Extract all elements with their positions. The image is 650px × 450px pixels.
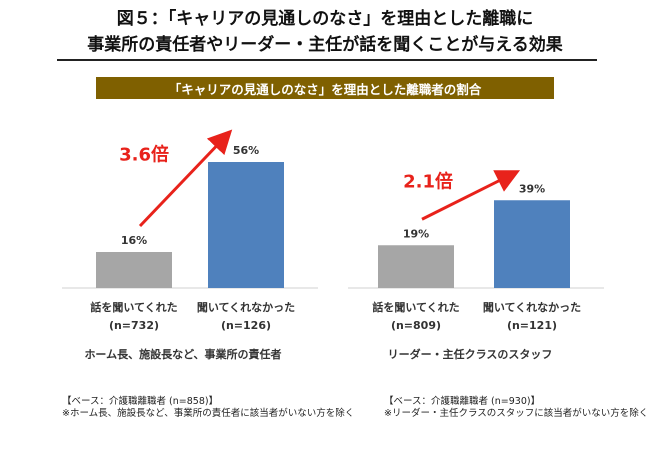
category-label: 話を聞いてくれた <box>90 300 177 314</box>
note-exclusion-1: ※ホーム長、施設長など、事業所の責任者に該当者がいない方を除く <box>62 408 355 419</box>
bar <box>378 245 454 288</box>
figure-title-line2: 事業所の責任者やリーダー・主任が話を聞くことが与える効果 <box>87 35 563 55</box>
sample-size-label: (n=732) <box>109 319 159 332</box>
note-base-1: 【ベース：介護職離職者 (n=858)】 <box>62 396 219 407</box>
sample-size-label: (n=126) <box>221 319 271 332</box>
bar <box>494 200 570 288</box>
category-label: 聞いてくれなかった <box>197 301 295 314</box>
group-label: ホーム長、施設長など、事業所の責任者 <box>84 347 281 361</box>
increase-arrow <box>138 129 233 228</box>
chart-banner: 「キャリアの見通しのなさ」を理由とした離職者の割合 <box>96 77 554 99</box>
sample-size-label: (n=121) <box>507 319 557 332</box>
ratio-label: 2.1倍 <box>403 171 453 193</box>
value-label: 56% <box>233 144 259 157</box>
bar <box>96 252 172 288</box>
figure-title-line1: 図５：「キャリアの見通しのなさ」を理由とした離職に <box>116 9 534 29</box>
note-exclusion-2: ※リーダー・主任クラスのスタッフに該当者がいない方を除く <box>384 408 649 419</box>
note-base-2: 【ベース：介護職離職者 (n=930)】 <box>384 396 541 407</box>
sample-size-label: (n=809) <box>391 319 441 332</box>
value-label: 19% <box>403 227 429 240</box>
value-label: 39% <box>519 182 545 195</box>
category-label: 聞いてくれなかった <box>483 301 581 314</box>
title-divider <box>57 59 597 61</box>
ratio-label: 3.6倍 <box>119 144 169 166</box>
category-label: 話を聞いてくれた <box>372 300 459 314</box>
value-label: 16% <box>121 234 147 247</box>
bar <box>208 162 284 288</box>
group-label: リーダー・主任クラスのスタッフ <box>388 347 553 361</box>
increase-arrow <box>421 170 521 221</box>
